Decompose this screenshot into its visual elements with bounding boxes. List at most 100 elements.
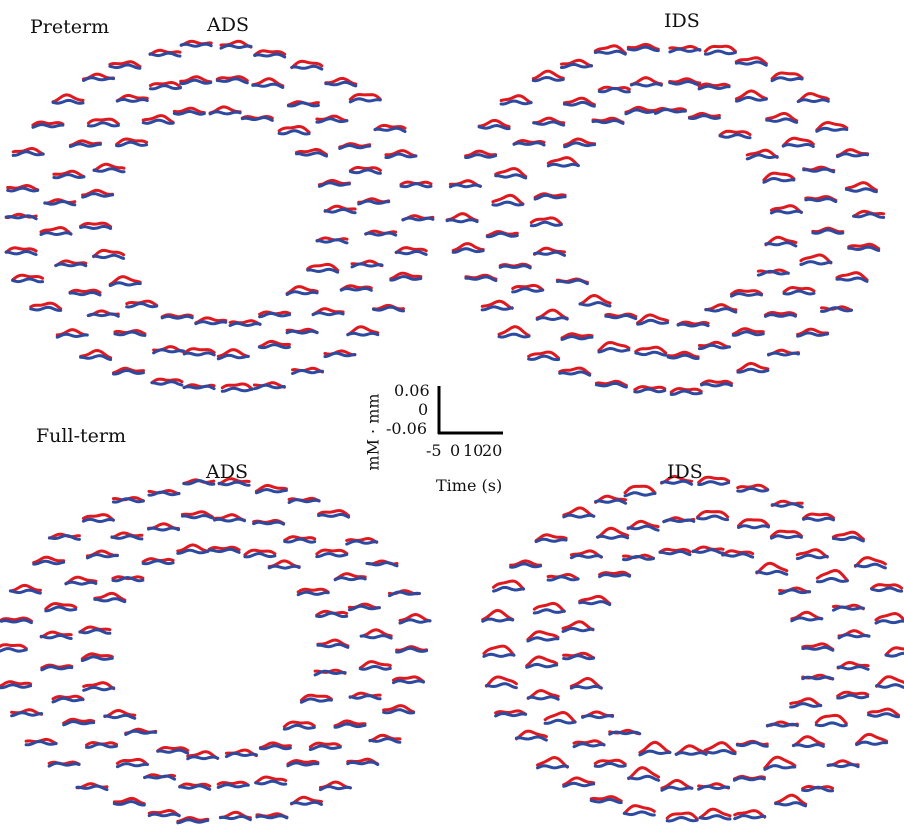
preterm-ids-red-trace-25 <box>626 42 660 51</box>
preterm-ads-red-trace-8 <box>220 382 254 391</box>
fullterm-ids-red-trace-43 <box>593 758 627 766</box>
preterm-ads-red-trace-74 <box>92 162 126 172</box>
fullterm-ids-blue-trace-64 <box>765 722 799 728</box>
preterm-ads-red-trace-64 <box>285 285 319 295</box>
preterm-ads-blue-trace-65 <box>258 311 292 319</box>
preterm-ads-blue-trace-20 <box>31 122 65 129</box>
fullterm-ads-blue-trace-3 <box>368 737 402 744</box>
fullterm-ads-blue-trace-20 <box>32 559 66 566</box>
preterm-ads-blue-trace-77 <box>172 109 206 116</box>
fullterm-ids-red-trace-78 <box>691 545 725 554</box>
preterm-ids-blue-trace-21 <box>499 99 533 106</box>
fullterm-ads-red-trace-61 <box>359 628 393 638</box>
preterm-ads-red-trace-67 <box>194 316 228 325</box>
fullterm-ids-blue-trace-80 <box>755 569 789 576</box>
preterm-ids-red-trace-0 <box>852 209 886 218</box>
preterm-ids-red-trace-37 <box>764 310 797 317</box>
fullterm-ads-red-trace-6 <box>290 795 323 806</box>
preterm-ids-red-trace-30 <box>796 92 830 103</box>
preterm-ads-blue-trace-53 <box>148 84 182 91</box>
fullterm-ids-blue-trace-27 <box>736 486 770 493</box>
preterm-ids-blue-trace-29 <box>770 76 804 83</box>
fullterm-ids-red-trace-23 <box>594 494 628 504</box>
preterm-ads-red-trace-54 <box>179 75 213 84</box>
fullterm-ads-blue-trace-41 <box>178 784 212 791</box>
fullterm-ads-red-trace-72 <box>80 652 114 661</box>
fullterm-ids-blue-trace-3 <box>855 740 889 747</box>
preterm-ids-red-trace-44 <box>535 308 569 320</box>
fullterm-ids-red-trace-53 <box>626 519 660 531</box>
fullterm-ids-red-trace-16 <box>484 675 518 688</box>
preterm-ids-blue-trace-72 <box>529 220 563 228</box>
fullterm-ads-blue-trace-27 <box>254 487 288 495</box>
preterm-ads-blue-trace-36 <box>339 286 373 292</box>
fullterm-ads-blue-trace-2 <box>382 708 416 715</box>
fullterm-ads-blue-trace-39 <box>254 779 288 786</box>
scale-xtick-2: 0 <box>450 441 461 460</box>
preterm-ads-blue-trace-44 <box>86 312 120 318</box>
preterm-ads-blue-trace-76 <box>141 118 175 125</box>
preterm-ids-blue-trace-81 <box>745 153 779 161</box>
preterm-ads-blue-trace-63 <box>306 267 340 274</box>
fullterm-ids-blue-trace-49 <box>532 608 566 615</box>
preterm-ads-blue-trace-59 <box>338 144 372 150</box>
preterm-ads-blue-trace-42 <box>152 348 186 355</box>
preterm-ads-red-trace-76 <box>141 114 175 124</box>
fullterm-ids-blue-trace-37 <box>791 742 825 748</box>
preterm-ids-blue-trace-30 <box>796 98 830 104</box>
fullterm-ids-blue-trace-46 <box>526 695 560 701</box>
fullterm-ads-red-trace-67 <box>186 750 220 760</box>
fullterm-ads-blue-trace-13 <box>47 761 81 768</box>
scale-xtick-1: -5 <box>426 441 442 460</box>
preterm-ids-blue-trace-17 <box>445 218 479 224</box>
preterm-ids-blue-trace-56 <box>697 84 731 91</box>
preterm-ads-title: ADS <box>207 14 249 36</box>
fullterm-ids-red-trace-49 <box>532 601 566 613</box>
preterm-ads-blue-trace-83 <box>323 208 357 215</box>
preterm-ads-blue-trace-67 <box>194 320 228 326</box>
fullterm-ids-blue-trace-0 <box>884 651 904 658</box>
preterm-ids-blue-trace-12 <box>527 354 561 362</box>
preterm-ids-blue-trace-5 <box>767 351 800 357</box>
fullterm-ids-blue-trace-22 <box>562 513 596 519</box>
fullterm-ads-blue-trace-23 <box>111 497 145 504</box>
fullterm-ads-red-trace-68 <box>156 745 190 753</box>
fullterm-ads-blue-trace-36 <box>333 722 367 729</box>
preterm-ids-red-trace-21 <box>499 94 533 105</box>
preterm-ids-red-trace-33 <box>844 181 878 192</box>
preterm-ads-blue-trace-16 <box>4 250 38 256</box>
fullterm-ids-blue-trace-36 <box>814 721 848 728</box>
preterm-ids-red-trace-59 <box>781 136 815 148</box>
preterm-ids-red-trace-45 <box>511 283 545 292</box>
preterm-ids-red-trace-34 <box>811 226 845 234</box>
fullterm-ads-blue-trace-69 <box>124 729 158 736</box>
preterm-ads-blue-trace-46 <box>54 262 88 268</box>
preterm-ads-red-trace-71 <box>92 248 126 259</box>
preterm-ids-blue-trace-18 <box>448 183 482 189</box>
preterm-ids-red-trace-83 <box>769 204 803 214</box>
fullterm-ids-blue-trace-34 <box>836 665 870 671</box>
preterm-ads-blue-trace-75 <box>115 140 149 148</box>
preterm-ids-blue-trace-36 <box>782 289 816 296</box>
preterm-ads-blue-trace-2 <box>389 274 423 282</box>
fullterm-ids-red-trace-29 <box>802 512 835 520</box>
fullterm-ads-red-trace-48 <box>39 630 73 639</box>
fullterm-ids-title: IDS <box>667 461 703 483</box>
preterm-ads-red-trace-83 <box>323 204 357 213</box>
preterm-ids-red-trace-38 <box>731 327 765 336</box>
fullterm-ads-blue-trace-10 <box>147 812 181 818</box>
fullterm-ads-blue-trace-17 <box>0 647 28 653</box>
fullterm-ids-blue-trace-73 <box>561 626 595 633</box>
preterm-ads-blue-trace-71 <box>92 253 126 260</box>
preterm-ids-blue-trace-10 <box>594 381 628 389</box>
fullterm-ads-blue-trace-4 <box>346 760 380 766</box>
preterm-ads-blue-trace-34 <box>364 231 398 237</box>
preterm-ids-blue-trace-24 <box>593 49 627 56</box>
preterm-ids-red-trace-66 <box>676 320 710 326</box>
preterm-ids-red-trace-74 <box>546 156 580 168</box>
preterm-ads-red-trace-66 <box>228 319 262 326</box>
fullterm-ads-blue-trace-24 <box>147 490 181 497</box>
fullterm-ads-red-trace-73 <box>78 625 112 634</box>
fullterm-ids-red-trace-33 <box>874 611 904 623</box>
fullterm-ids-red-trace-9 <box>665 811 699 821</box>
